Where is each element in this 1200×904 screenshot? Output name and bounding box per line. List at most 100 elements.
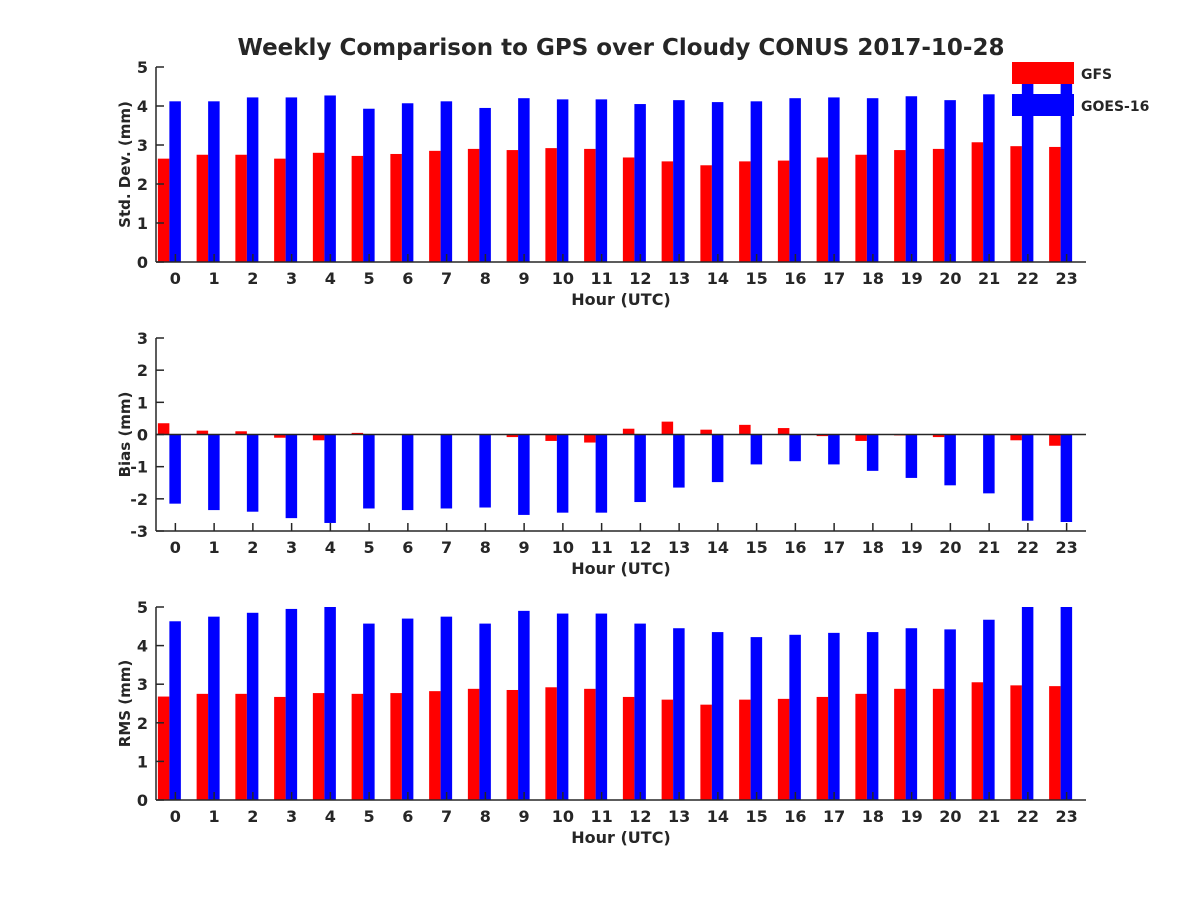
x-tick-label: 15: [745, 269, 767, 288]
x-axis-label: Hour (UTC): [571, 828, 671, 847]
y-tick-label: -3: [130, 522, 148, 541]
x-tick-label: 13: [668, 807, 690, 826]
x-tick-label: 1: [209, 538, 220, 557]
y-tick-label: 5: [137, 598, 148, 617]
bar-gfs-hour-11: [584, 435, 596, 443]
x-tick-label: 4: [325, 269, 336, 288]
bar-gfs-hour-9: [507, 690, 519, 800]
x-axis-label: Hour (UTC): [571, 290, 671, 309]
x-tick-label: 8: [480, 269, 491, 288]
bar-goes-16-hour-21: [983, 435, 995, 494]
bar-gfs-hour-12: [623, 697, 635, 800]
bar-goes-16-hour-15: [751, 435, 763, 465]
bar-gfs-hour-12: [623, 157, 635, 262]
x-tick-label: 4: [325, 538, 336, 557]
bar-gfs-hour-18: [855, 155, 867, 262]
y-tick-label: 2: [137, 175, 148, 194]
y-tick-label: 1: [137, 752, 148, 771]
bar-gfs-hour-15: [739, 425, 751, 435]
x-tick-label: 11: [590, 538, 612, 557]
x-tick-label: 11: [590, 807, 612, 826]
x-tick-label: 3: [286, 538, 297, 557]
bar-gfs-hour-0: [158, 697, 170, 800]
x-tick-label: 20: [939, 538, 961, 557]
bar-gfs-hour-8: [468, 689, 480, 800]
bar-goes-16-hour-15: [751, 637, 763, 800]
bar-gfs-hour-13: [662, 700, 674, 800]
bar-goes-16-hour-1: [208, 435, 220, 511]
x-tick-label: 13: [668, 538, 690, 557]
x-tick-label: 3: [286, 269, 297, 288]
x-tick-label: 0: [170, 538, 181, 557]
bar-gfs-hour-17: [817, 157, 829, 262]
bar-gfs-hour-7: [429, 691, 441, 800]
bar-goes-16-hour-0: [169, 435, 181, 504]
bar-goes-16-hour-16: [789, 635, 801, 800]
x-tick-label: 15: [745, 807, 767, 826]
bar-goes-16-hour-10: [557, 614, 569, 800]
x-tick-label: 21: [978, 269, 1000, 288]
bar-gfs-hour-18: [855, 694, 867, 800]
legend-swatch-gfs: [1012, 62, 1074, 84]
bar-goes-16-hour-3: [286, 97, 298, 262]
bar-goes-16-hour-5: [363, 624, 375, 800]
x-tick-label: 17: [823, 807, 845, 826]
bar-goes-16-hour-20: [944, 435, 956, 486]
y-tick-label: 4: [137, 637, 148, 656]
bar-goes-16-hour-8: [479, 624, 491, 800]
bar-gfs-hour-1: [197, 155, 209, 262]
bar-goes-16-hour-1: [208, 101, 220, 262]
bar-goes-16-hour-6: [402, 435, 414, 511]
bar-goes-16-hour-8: [479, 435, 491, 508]
y-tick-label: 0: [137, 426, 148, 445]
x-tick-label: 9: [519, 538, 530, 557]
bar-goes-16-hour-22: [1022, 435, 1034, 521]
y-tick-label: 3: [137, 136, 148, 155]
bar-gfs-hour-23: [1049, 147, 1061, 262]
bar-gfs-hour-0: [158, 423, 170, 434]
x-tick-label: 11: [590, 269, 612, 288]
bar-goes-16-hour-12: [634, 624, 646, 800]
x-tick-label: 6: [402, 538, 413, 557]
x-tick-label: 6: [402, 269, 413, 288]
bar-goes-16-hour-7: [441, 435, 453, 509]
bar-goes-16-hour-20: [944, 629, 956, 800]
bar-goes-16-hour-19: [906, 96, 918, 262]
bar-gfs-hour-5: [352, 156, 364, 262]
legend-label-gfs: GFS: [1081, 67, 1112, 83]
x-tick-label: 4: [325, 807, 336, 826]
bar-goes-16-hour-7: [441, 617, 453, 800]
x-tick-label: 5: [364, 807, 375, 826]
bar-gfs-hour-13: [662, 161, 674, 262]
x-tick-label: 15: [745, 538, 767, 557]
x-tick-label: 10: [552, 807, 574, 826]
bar-gfs-hour-14: [700, 165, 712, 262]
x-tick-label: 8: [480, 807, 491, 826]
bar-goes-16-hour-16: [789, 435, 801, 462]
x-tick-label: 23: [1055, 538, 1077, 557]
bar-gfs-hour-22: [1010, 146, 1022, 262]
x-tick-label: 12: [629, 807, 651, 826]
bar-goes-16-hour-7: [441, 101, 453, 262]
y-tick-label: 3: [137, 329, 148, 348]
x-tick-label: 1: [209, 269, 220, 288]
bar-goes-16-hour-21: [983, 620, 995, 800]
bar-gfs-hour-5: [352, 694, 364, 800]
x-tick-label: 20: [939, 269, 961, 288]
x-tick-label: 18: [862, 269, 884, 288]
x-tick-label: 5: [364, 538, 375, 557]
y-tick-label: 2: [137, 361, 148, 380]
bar-goes-16-hour-3: [286, 435, 298, 519]
x-tick-label: 5: [364, 269, 375, 288]
bar-goes-16-hour-4: [324, 435, 336, 523]
bar-goes-16-hour-22: [1022, 607, 1034, 800]
x-tick-label: 10: [552, 538, 574, 557]
x-tick-label: 21: [978, 538, 1000, 557]
bar-gfs-hour-4: [313, 693, 325, 800]
bar-goes-16-hour-16: [789, 98, 801, 262]
x-tick-label: 9: [519, 269, 530, 288]
x-tick-label: 18: [862, 538, 884, 557]
bar-gfs-hour-9: [507, 150, 519, 262]
bar-goes-16-hour-23: [1061, 435, 1073, 522]
